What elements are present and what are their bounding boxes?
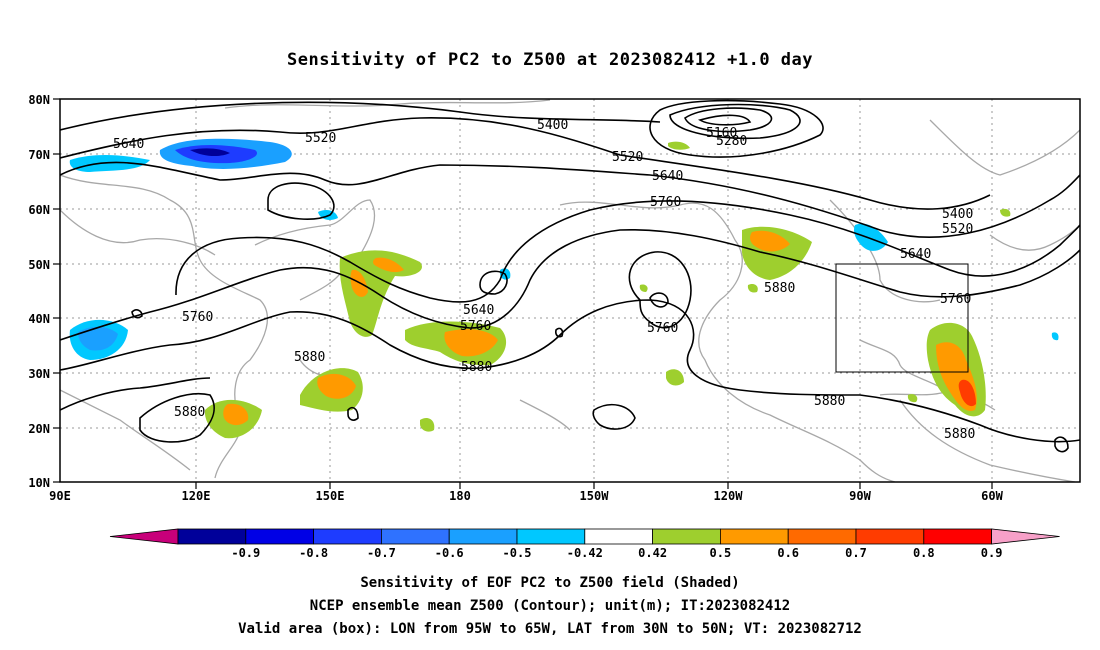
- contour-label: 5880: [764, 281, 795, 296]
- contour-label: 5640: [463, 303, 494, 318]
- contour-label: 5880: [814, 394, 845, 409]
- caption-valid-area: Valid area (box): LON from 95W to 65W, L…: [238, 621, 862, 637]
- contour-label: 5520: [942, 222, 973, 237]
- lat-label: 80N: [28, 93, 50, 107]
- contour-label: 5760: [650, 195, 681, 210]
- contour-label: 5880: [174, 405, 205, 420]
- contour-label: 5880: [944, 427, 975, 442]
- colorbar-low-arrow: [109, 528, 179, 545]
- latitude-labels: 80N 70N 60N 50N 40N 30N 20N 10N: [28, 93, 50, 490]
- colorbar-label: 0.9: [981, 546, 1003, 560]
- sensitivity-shading: [69, 138, 1059, 439]
- contour-label: 5760: [647, 321, 678, 336]
- colorbar-label: -0.9: [231, 546, 260, 560]
- colorbar-label: 0.5: [710, 546, 732, 560]
- lon-label: 60W: [981, 489, 1003, 503]
- lat-label: 60N: [28, 203, 50, 217]
- contour-label: 5160: [706, 126, 737, 141]
- longitude-labels: 90E 120E 150E 180 150W 120W 90W 60W: [49, 489, 1003, 503]
- contour-label: 5880: [294, 350, 325, 365]
- colorbar-label: 0.7: [845, 546, 867, 560]
- lon-label: 120E: [182, 489, 211, 503]
- lat-label: 20N: [28, 422, 50, 436]
- map-title: Sensitivity of PC2 to Z500 at 2023082412…: [286, 50, 813, 70]
- contour-label: 5880: [461, 360, 492, 375]
- lon-label: 120W: [714, 489, 744, 503]
- colorbar-label: -0.42: [567, 546, 603, 560]
- colorbar-segment: [313, 528, 382, 545]
- contour-label: 5760: [182, 310, 213, 325]
- contour-label: 5400: [537, 118, 568, 133]
- colorbar-label: -0.5: [503, 546, 532, 560]
- lat-label: 70N: [28, 148, 50, 162]
- colorbar-label: 0.42: [638, 546, 667, 560]
- contour-label: 5280: [716, 134, 747, 149]
- contour-labels: 5640 5520 5400 5160 5280 5520 5640 5760 …: [113, 118, 975, 442]
- colorbar-label: -0.8: [299, 546, 328, 560]
- lon-label: 150W: [580, 489, 610, 503]
- caption-contour: NCEP ensemble mean Z500 (Contour); unit(…: [309, 598, 791, 614]
- lon-label: 90E: [49, 489, 71, 503]
- colorbar-segment: [923, 528, 992, 545]
- colorbar-high-arrow: [991, 528, 1060, 545]
- contour-label: 5520: [305, 131, 336, 146]
- lon-label: 90W: [849, 489, 871, 503]
- colorbar-segment: [245, 528, 315, 545]
- lat-label: 50N: [28, 258, 50, 272]
- colorbar-label: 0.6: [777, 546, 799, 560]
- colorbar-segment: [787, 528, 857, 545]
- map-frame: [59, 98, 1081, 483]
- lat-label: 10N: [28, 476, 50, 490]
- lon-label: 180: [449, 489, 471, 503]
- axis-ticks: [53, 98, 993, 489]
- colorbar-label: -0.6: [435, 546, 464, 560]
- colorbar-segment: [516, 528, 586, 545]
- contour-label: 5760: [940, 292, 971, 307]
- colorbar-segment: [855, 528, 925, 545]
- lat-label: 40N: [28, 312, 50, 326]
- lat-label: 30N: [28, 367, 50, 381]
- colorbar-label: 0.8: [913, 546, 935, 560]
- colorbar-segment: [652, 528, 721, 545]
- contour-label: 5640: [900, 247, 931, 262]
- colorbar-segment: [584, 528, 653, 545]
- valid-area-box: [835, 263, 969, 373]
- colorbar-segment: [720, 528, 789, 545]
- caption-shading: Sensitivity of EOF PC2 to Z500 field (Sh…: [360, 575, 740, 591]
- colorbar-segment: [177, 528, 247, 545]
- colorbar: -0.9 -0.8 -0.7 -0.6 -0.5 -0.42 0.42 0.5 0.6 0.7 0.…: [109, 528, 1060, 560]
- contour-label: 5400: [942, 207, 973, 222]
- contour-label: 5640: [652, 169, 683, 184]
- contour-label: 5520: [612, 150, 643, 165]
- lon-label: 150E: [316, 489, 345, 503]
- z500-contours: [60, 99, 1080, 453]
- colorbar-segment: [448, 528, 518, 545]
- colorbar-segment: [380, 528, 450, 545]
- contour-label: 5640: [113, 137, 144, 152]
- contour-label: 5760: [460, 319, 491, 334]
- colorbar-label: -0.7: [367, 546, 396, 560]
